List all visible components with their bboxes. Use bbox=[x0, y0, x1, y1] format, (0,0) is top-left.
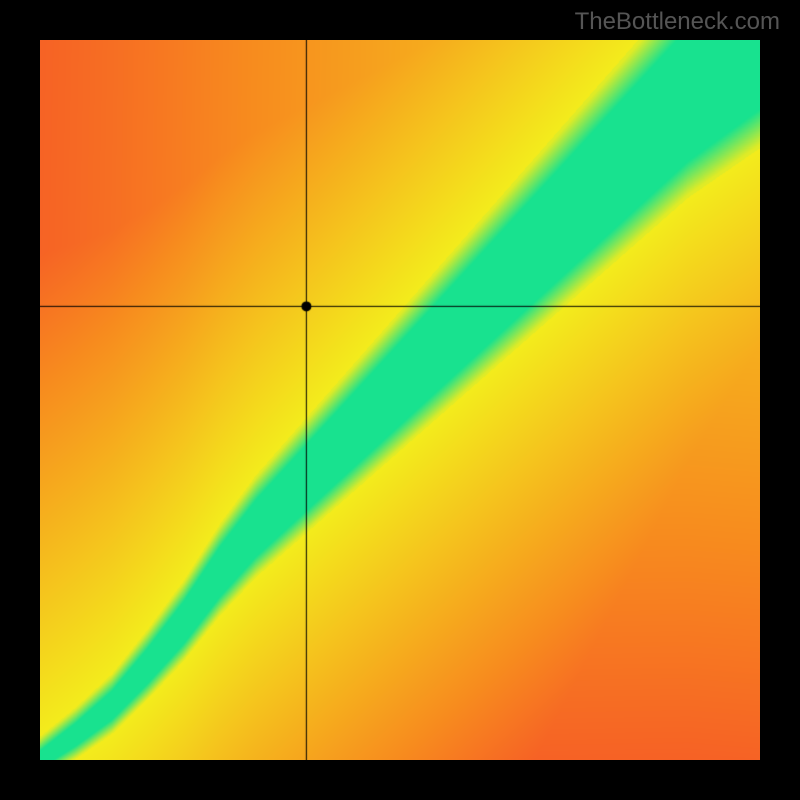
heatmap-canvas bbox=[40, 40, 760, 760]
plot-area bbox=[40, 40, 760, 760]
watermark-text: TheBottleneck.com bbox=[575, 8, 780, 36]
chart-container: TheBottleneck.com bbox=[0, 0, 800, 800]
